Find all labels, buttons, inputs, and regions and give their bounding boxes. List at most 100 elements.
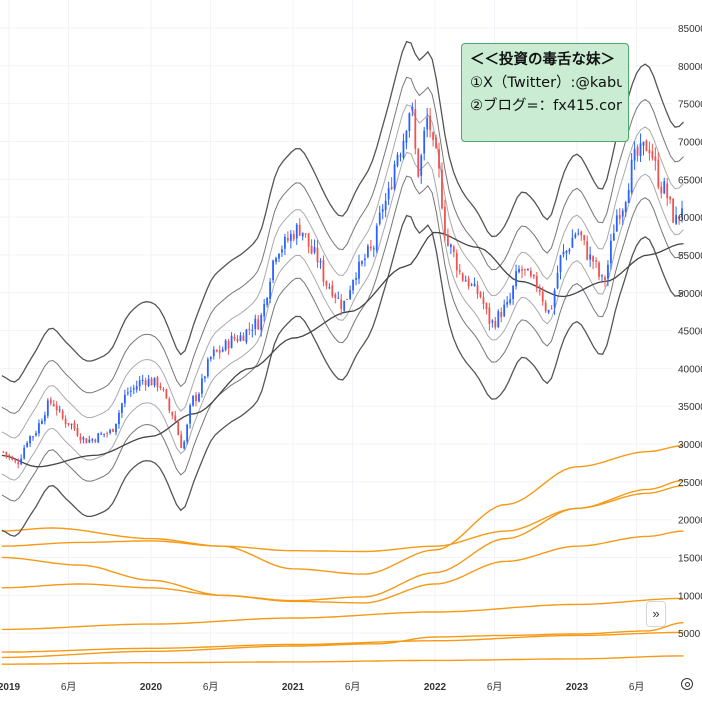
candle-body: [20, 458, 23, 465]
y-tick-label: 60000: [678, 213, 702, 224]
candle-body: [681, 208, 683, 218]
x-tick-label: 6月: [487, 681, 503, 693]
candle-body: [11, 457, 14, 460]
candle-body: [94, 439, 97, 442]
candle-body: [583, 235, 586, 241]
candle-body: [239, 335, 242, 341]
candle-body: [402, 140, 405, 158]
candle-body: [103, 433, 106, 435]
candle-body: [337, 297, 340, 299]
candle-body: [666, 183, 669, 199]
candle-body: [438, 149, 440, 169]
y-tick-label: 65000: [678, 175, 702, 186]
candle-body: [618, 215, 621, 219]
candle-body: [458, 270, 461, 272]
candle-body: [195, 395, 197, 402]
candle-body: [346, 298, 349, 300]
candle-body: [289, 234, 292, 241]
candle-body: [135, 386, 138, 390]
candle-body: [390, 186, 393, 189]
candle-body: [298, 224, 301, 236]
candle-body: [601, 275, 603, 277]
candle-body: [663, 181, 666, 194]
candle-body: [447, 234, 449, 246]
candle-body: [645, 140, 648, 152]
orange-line-7: [1, 631, 684, 653]
time-axis[interactable]: 2019 6月 2020 6月 2021 6月 2022 6月 2023 6月: [0, 681, 644, 693]
candle-body: [132, 388, 135, 390]
candle-body: [675, 215, 677, 224]
candle-body: [227, 341, 230, 349]
candle-body: [491, 320, 494, 323]
y-tick-label: 20000: [678, 516, 702, 527]
price-axis[interactable]: 5000 10000 15000 20000 25000 30000 35000 40000 4…: [678, 24, 702, 640]
candle-body: [535, 276, 538, 289]
candle-body: [672, 198, 675, 223]
candle-body: [553, 290, 556, 308]
candle-body: [639, 143, 642, 156]
candle-body: [550, 308, 553, 310]
candle-body: [129, 390, 132, 392]
candle-body: [532, 274, 535, 277]
orange-line-4: [1, 530, 684, 604]
candle-body: [331, 285, 334, 297]
candle-body: [512, 285, 514, 299]
candle-body: [301, 232, 304, 237]
candle-body: [494, 321, 497, 328]
candle-body: [541, 291, 544, 302]
candle-body: [150, 378, 153, 386]
settings-icon[interactable]: [681, 678, 693, 690]
candle-body: [304, 233, 307, 235]
candle-body: [624, 202, 627, 212]
candle-body: [278, 253, 280, 259]
x-tick-label: 2021: [282, 682, 305, 693]
candle-body: [488, 307, 491, 324]
candle-body: [183, 441, 186, 449]
candle-body: [574, 234, 577, 238]
candle-body: [224, 340, 227, 350]
candle-body: [500, 312, 503, 318]
y-tick-label: 35000: [678, 402, 702, 413]
candle-body: [14, 460, 17, 462]
candle-body: [8, 454, 11, 457]
candle-body: [497, 311, 500, 328]
candle-body: [589, 254, 592, 260]
candle-body: [455, 252, 458, 271]
candle-body: [432, 132, 434, 140]
candle-body: [138, 380, 141, 387]
candle-body: [322, 260, 325, 282]
candle-body: [67, 423, 70, 425]
x-tick-label: 6月: [629, 681, 645, 693]
candle-body: [544, 302, 547, 312]
candle-body: [58, 409, 61, 411]
candle-body: [115, 423, 117, 433]
candle-body: [156, 377, 159, 388]
candle-body: [577, 233, 580, 235]
scroll-to-realtime-button[interactable]: »: [646, 601, 666, 627]
y-tick-label: 50000: [678, 289, 702, 300]
candle-body: [515, 271, 517, 287]
candle-body: [592, 256, 595, 262]
candle-body: [295, 224, 298, 239]
candle-body: [112, 428, 114, 432]
candle-body: [660, 186, 663, 194]
candle-body: [461, 273, 464, 281]
x-tick-label: 2020: [140, 682, 163, 693]
candle-body: [49, 399, 52, 404]
candle-body: [378, 212, 381, 224]
candle-body: [192, 395, 194, 406]
candle-body: [648, 149, 651, 154]
candle-body: [263, 304, 266, 317]
band-line-3: [1, 151, 684, 481]
y-tick-label: 70000: [678, 137, 702, 148]
candle-body: [547, 309, 550, 313]
x-tick-label: 2023: [566, 682, 589, 693]
candle-body: [452, 246, 455, 253]
candle-body: [269, 281, 271, 299]
candle-body: [153, 377, 156, 386]
candle-body: [251, 329, 254, 331]
candle-body: [595, 260, 597, 262]
candle-body: [444, 206, 446, 235]
candle-body: [529, 270, 532, 276]
